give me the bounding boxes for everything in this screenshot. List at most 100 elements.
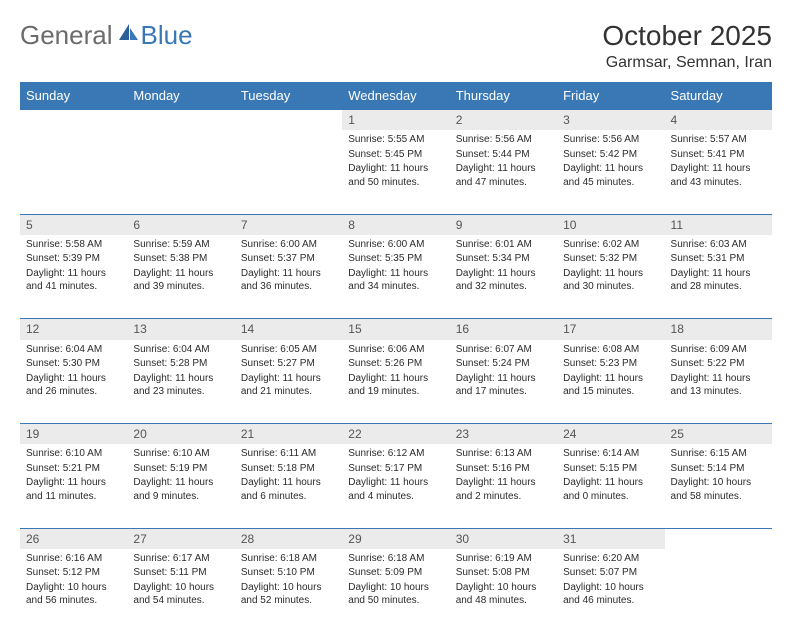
sunset-text: Sunset: 5:26 PM (348, 357, 443, 371)
sunrise-text: Sunrise: 6:12 AM (348, 447, 443, 461)
month-title: October 2025 (602, 20, 772, 52)
sunset-text: Sunset: 5:10 PM (241, 566, 336, 580)
day-number-cell: 19 (20, 424, 127, 445)
daylight-text: Daylight: 11 hours and 2 minutes. (456, 476, 551, 503)
sunrise-text: Sunrise: 6:00 AM (348, 238, 443, 252)
weekday-header-row: SundayMondayTuesdayWednesdayThursdayFrid… (20, 82, 772, 110)
daylight-text: Daylight: 11 hours and 0 minutes. (563, 476, 658, 503)
sunset-text: Sunset: 5:21 PM (26, 462, 121, 476)
day-detail-cell: Sunrise: 6:05 AMSunset: 5:27 PMDaylight:… (235, 340, 342, 424)
location: Garmsar, Semnan, Iran (602, 54, 772, 72)
day-detail-cell: Sunrise: 6:09 AMSunset: 5:22 PMDaylight:… (665, 340, 772, 424)
daylight-text: Daylight: 10 hours and 46 minutes. (563, 581, 658, 608)
sunset-text: Sunset: 5:09 PM (348, 566, 443, 580)
sunrise-text: Sunrise: 6:18 AM (241, 552, 336, 566)
day-number-cell: 1 (342, 110, 449, 131)
daynum-row: 567891011 (20, 214, 772, 235)
day-detail-cell: Sunrise: 6:10 AMSunset: 5:21 PMDaylight:… (20, 444, 127, 528)
daylight-text: Daylight: 11 hours and 32 minutes. (456, 267, 551, 294)
sunrise-text: Sunrise: 6:19 AM (456, 552, 551, 566)
day-detail-cell (235, 130, 342, 214)
sunrise-text: Sunrise: 6:05 AM (241, 343, 336, 357)
day-number-cell: 16 (450, 319, 557, 340)
daylight-text: Daylight: 11 hours and 23 minutes. (133, 372, 228, 399)
sunrise-text: Sunrise: 6:15 AM (671, 447, 766, 461)
sunrise-text: Sunrise: 5:55 AM (348, 133, 443, 147)
day-number-cell: 3 (557, 110, 664, 131)
day-detail-cell: Sunrise: 6:12 AMSunset: 5:17 PMDaylight:… (342, 444, 449, 528)
day-number-cell: 20 (127, 424, 234, 445)
day-detail-cell: Sunrise: 6:20 AMSunset: 5:07 PMDaylight:… (557, 549, 664, 633)
weekday-header: Thursday (450, 82, 557, 110)
daylight-text: Daylight: 11 hours and 36 minutes. (241, 267, 336, 294)
day-detail-cell: Sunrise: 6:15 AMSunset: 5:14 PMDaylight:… (665, 444, 772, 528)
daylight-text: Daylight: 11 hours and 45 minutes. (563, 162, 658, 189)
sunrise-text: Sunrise: 6:04 AM (133, 343, 228, 357)
sunrise-text: Sunrise: 6:14 AM (563, 447, 658, 461)
sunset-text: Sunset: 5:31 PM (671, 252, 766, 266)
sunset-text: Sunset: 5:37 PM (241, 252, 336, 266)
daylight-text: Daylight: 11 hours and 43 minutes. (671, 162, 766, 189)
sunset-text: Sunset: 5:41 PM (671, 148, 766, 162)
calendar-table: SundayMondayTuesdayWednesdayThursdayFrid… (20, 82, 772, 633)
day-detail-cell (20, 130, 127, 214)
sunrise-text: Sunrise: 6:16 AM (26, 552, 121, 566)
day-number-cell: 24 (557, 424, 664, 445)
sunset-text: Sunset: 5:12 PM (26, 566, 121, 580)
daylight-text: Daylight: 10 hours and 50 minutes. (348, 581, 443, 608)
day-number-cell: 9 (450, 214, 557, 235)
header: General Blue October 2025 Garmsar, Semna… (20, 20, 772, 72)
detail-row: Sunrise: 5:58 AMSunset: 5:39 PMDaylight:… (20, 235, 772, 319)
day-number-cell: 17 (557, 319, 664, 340)
day-number-cell: 5 (20, 214, 127, 235)
sunrise-text: Sunrise: 6:11 AM (241, 447, 336, 461)
sunrise-text: Sunrise: 6:13 AM (456, 447, 551, 461)
day-detail-cell: Sunrise: 6:00 AMSunset: 5:37 PMDaylight:… (235, 235, 342, 319)
sunrise-text: Sunrise: 6:08 AM (563, 343, 658, 357)
day-detail-cell: Sunrise: 6:07 AMSunset: 5:24 PMDaylight:… (450, 340, 557, 424)
daylight-text: Daylight: 11 hours and 13 minutes. (671, 372, 766, 399)
sunset-text: Sunset: 5:19 PM (133, 462, 228, 476)
daylight-text: Daylight: 11 hours and 30 minutes. (563, 267, 658, 294)
weekday-header: Wednesday (342, 82, 449, 110)
sunrise-text: Sunrise: 6:17 AM (133, 552, 228, 566)
logo-text-blue: Blue (141, 20, 193, 51)
day-detail-cell (665, 549, 772, 633)
day-number-cell: 29 (342, 528, 449, 549)
sunrise-text: Sunrise: 6:07 AM (456, 343, 551, 357)
day-number-cell: 27 (127, 528, 234, 549)
day-number-cell: 15 (342, 319, 449, 340)
sunset-text: Sunset: 5:15 PM (563, 462, 658, 476)
day-detail-cell: Sunrise: 6:01 AMSunset: 5:34 PMDaylight:… (450, 235, 557, 319)
day-detail-cell: Sunrise: 6:13 AMSunset: 5:16 PMDaylight:… (450, 444, 557, 528)
sunset-text: Sunset: 5:22 PM (671, 357, 766, 371)
day-number-cell: 7 (235, 214, 342, 235)
weekday-header: Friday (557, 82, 664, 110)
day-number-cell: 11 (665, 214, 772, 235)
daylight-text: Daylight: 11 hours and 47 minutes. (456, 162, 551, 189)
day-number-cell: 28 (235, 528, 342, 549)
daylight-text: Daylight: 11 hours and 21 minutes. (241, 372, 336, 399)
logo-text-general: General (20, 20, 113, 51)
day-detail-cell: Sunrise: 6:18 AMSunset: 5:10 PMDaylight:… (235, 549, 342, 633)
daynum-row: 19202122232425 (20, 424, 772, 445)
sunset-text: Sunset: 5:18 PM (241, 462, 336, 476)
daylight-text: Daylight: 11 hours and 28 minutes. (671, 267, 766, 294)
daylight-text: Daylight: 11 hours and 15 minutes. (563, 372, 658, 399)
sunrise-text: Sunrise: 5:57 AM (671, 133, 766, 147)
day-number-cell: 12 (20, 319, 127, 340)
day-number-cell: 14 (235, 319, 342, 340)
daylight-text: Daylight: 11 hours and 4 minutes. (348, 476, 443, 503)
day-number-cell: 13 (127, 319, 234, 340)
weekday-header: Sunday (20, 82, 127, 110)
day-number-cell: 26 (20, 528, 127, 549)
daylight-text: Daylight: 11 hours and 17 minutes. (456, 372, 551, 399)
sunrise-text: Sunrise: 6:09 AM (671, 343, 766, 357)
sunset-text: Sunset: 5:30 PM (26, 357, 121, 371)
day-detail-cell: Sunrise: 6:18 AMSunset: 5:09 PMDaylight:… (342, 549, 449, 633)
sunset-text: Sunset: 5:28 PM (133, 357, 228, 371)
day-detail-cell: Sunrise: 5:56 AMSunset: 5:42 PMDaylight:… (557, 130, 664, 214)
sunset-text: Sunset: 5:07 PM (563, 566, 658, 580)
day-number-cell: 25 (665, 424, 772, 445)
day-detail-cell: Sunrise: 6:02 AMSunset: 5:32 PMDaylight:… (557, 235, 664, 319)
